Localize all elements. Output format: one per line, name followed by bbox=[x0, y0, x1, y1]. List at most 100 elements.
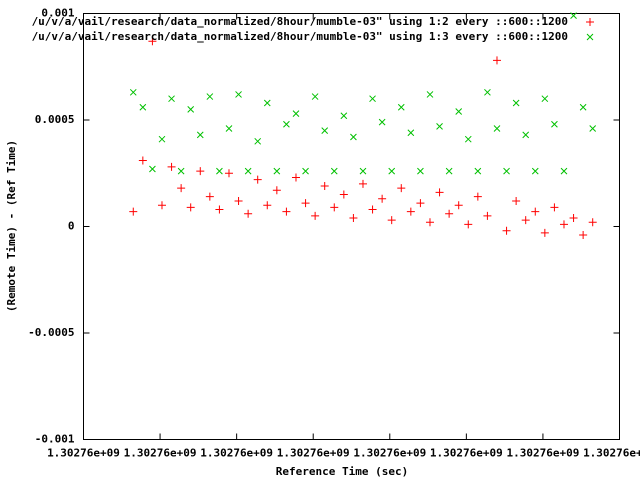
point bbox=[455, 108, 463, 115]
point bbox=[157, 201, 166, 210]
point bbox=[541, 95, 549, 103]
x-tick-label: 1.30276e+09 bbox=[200, 447, 273, 460]
point bbox=[454, 201, 463, 210]
point bbox=[129, 207, 138, 216]
point bbox=[282, 207, 291, 216]
point bbox=[292, 110, 300, 117]
point bbox=[320, 182, 329, 191]
point bbox=[311, 211, 320, 220]
point bbox=[531, 207, 540, 216]
point bbox=[502, 226, 511, 235]
x-tick-label: 1.30276e+09 bbox=[430, 447, 503, 460]
point bbox=[139, 103, 147, 111]
point bbox=[205, 192, 214, 201]
point bbox=[158, 135, 166, 143]
point bbox=[522, 131, 530, 139]
point bbox=[177, 167, 185, 175]
point bbox=[350, 133, 357, 141]
point bbox=[579, 103, 587, 111]
point bbox=[416, 199, 425, 208]
point bbox=[254, 137, 262, 145]
legend-label: /u/v/a/vail/research/data_normalized/8ho… bbox=[32, 30, 568, 43]
point bbox=[302, 167, 309, 175]
point bbox=[579, 231, 588, 240]
point bbox=[224, 169, 233, 178]
point bbox=[503, 167, 510, 175]
point bbox=[512, 196, 521, 205]
point bbox=[196, 167, 205, 176]
point bbox=[435, 188, 444, 197]
point bbox=[216, 167, 223, 175]
point bbox=[225, 125, 233, 132]
point bbox=[473, 192, 482, 201]
point bbox=[426, 91, 434, 98]
x-axis-label: Reference Time (sec) bbox=[276, 465, 408, 478]
point bbox=[187, 105, 195, 113]
legend-marker bbox=[586, 18, 594, 26]
point bbox=[311, 93, 319, 100]
point bbox=[492, 56, 501, 65]
point bbox=[283, 120, 290, 128]
point bbox=[521, 216, 530, 225]
point bbox=[339, 190, 348, 199]
y-tick-label: -0.001 bbox=[35, 433, 75, 446]
point bbox=[206, 93, 214, 100]
point bbox=[321, 127, 329, 135]
y-tick-label: -0.0005 bbox=[28, 326, 74, 339]
point bbox=[349, 213, 358, 222]
point bbox=[406, 207, 415, 216]
point bbox=[301, 199, 310, 208]
point bbox=[436, 123, 443, 130]
point bbox=[550, 203, 559, 212]
x-tick-label: 1.30276e+09 bbox=[124, 447, 197, 460]
y-tick-label: 0.0005 bbox=[35, 113, 75, 126]
point bbox=[340, 112, 348, 120]
point bbox=[168, 95, 175, 103]
point bbox=[330, 203, 339, 212]
point bbox=[588, 218, 597, 227]
point bbox=[234, 196, 243, 205]
point bbox=[196, 131, 204, 139]
point bbox=[445, 167, 453, 175]
point bbox=[484, 88, 491, 96]
point bbox=[493, 125, 501, 132]
point bbox=[474, 167, 482, 175]
plot-border bbox=[83, 13, 620, 440]
point bbox=[244, 167, 252, 175]
y-tick-label: 0 bbox=[68, 220, 75, 233]
point bbox=[569, 213, 578, 222]
point bbox=[244, 209, 253, 218]
point bbox=[149, 165, 156, 173]
point bbox=[387, 216, 396, 225]
point bbox=[397, 184, 406, 193]
point bbox=[167, 162, 176, 171]
legend-marker bbox=[586, 33, 594, 41]
point bbox=[407, 129, 415, 137]
point bbox=[330, 167, 338, 175]
point bbox=[177, 184, 186, 193]
x-tick-label: 1.30276e+09 bbox=[47, 447, 120, 460]
point bbox=[291, 173, 300, 182]
point bbox=[464, 135, 472, 143]
point bbox=[368, 205, 377, 214]
point bbox=[397, 103, 405, 111]
point bbox=[215, 205, 224, 214]
point bbox=[186, 203, 195, 212]
x-tick-label: 1.30276e+09 bbox=[506, 447, 579, 460]
x-tick-label: 1.30276e+09 bbox=[583, 447, 640, 460]
point bbox=[570, 12, 577, 19]
point bbox=[483, 211, 492, 220]
point bbox=[273, 167, 281, 175]
point bbox=[531, 167, 539, 175]
point bbox=[359, 167, 367, 175]
point bbox=[388, 167, 396, 175]
point bbox=[369, 95, 376, 103]
point bbox=[559, 220, 568, 229]
legend-label: /u/v/a/vail/research/data_normalized/8ho… bbox=[32, 15, 568, 28]
y-tick-label: 0.001 bbox=[41, 7, 74, 20]
point bbox=[253, 175, 262, 184]
point bbox=[148, 37, 157, 46]
point bbox=[378, 194, 387, 203]
point bbox=[129, 88, 137, 96]
